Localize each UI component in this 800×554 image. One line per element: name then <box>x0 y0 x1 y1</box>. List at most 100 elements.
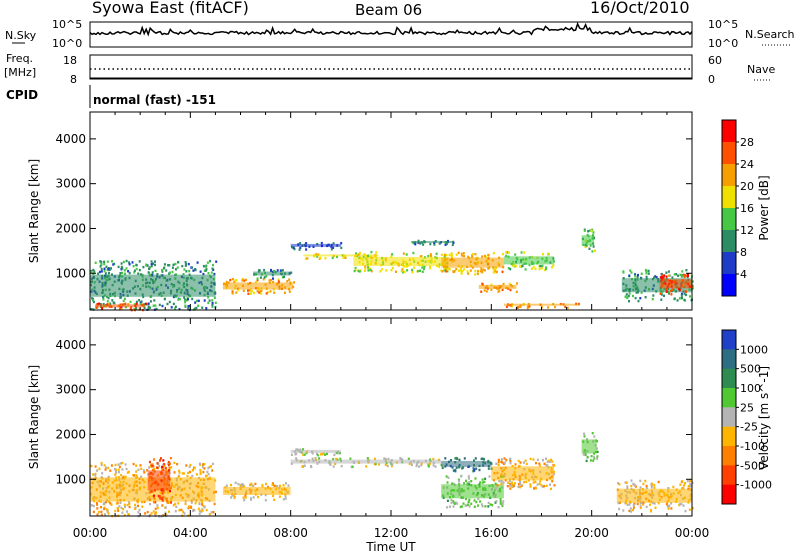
data-cell <box>152 465 155 468</box>
data-cell <box>178 471 181 474</box>
data-cell <box>450 255 453 258</box>
data-region <box>616 479 694 513</box>
data-cell <box>462 268 465 271</box>
data-cell <box>106 509 109 512</box>
data-cell <box>339 457 342 461</box>
data-cell <box>295 448 298 451</box>
data-cell <box>162 514 165 517</box>
data-cell <box>514 253 517 256</box>
data-cell <box>248 289 251 292</box>
data-cell <box>114 463 117 467</box>
data-cell <box>295 457 298 460</box>
power-ylabel: Slant Range [km] <box>27 159 41 263</box>
data-cell <box>501 502 504 505</box>
data-cell <box>412 251 415 255</box>
data-cell <box>100 461 103 465</box>
data-cell <box>453 270 456 273</box>
data-cell <box>92 510 95 514</box>
data-cell <box>480 270 482 273</box>
data-cell <box>92 504 95 508</box>
data-cell <box>520 484 523 487</box>
data-cell <box>528 263 531 267</box>
data-cell <box>96 507 99 510</box>
data-cell <box>212 263 214 267</box>
data-cell <box>120 265 123 269</box>
data-cell <box>511 483 514 486</box>
data-cell <box>306 257 309 260</box>
data-cell <box>147 307 150 310</box>
data-cell <box>363 253 366 256</box>
data-cell <box>550 458 553 461</box>
data-cell <box>142 295 145 299</box>
data-cell <box>452 500 455 503</box>
data-cell <box>174 305 177 308</box>
data-cell <box>481 481 484 484</box>
data-cell <box>321 453 324 456</box>
data-cell <box>160 457 162 460</box>
data-cell <box>467 500 470 503</box>
data-cell <box>92 299 95 302</box>
data-cell <box>177 261 180 264</box>
data-cell <box>171 266 174 269</box>
data-cell <box>440 253 443 256</box>
power-colorbar-label: Power [dB] <box>757 175 771 240</box>
data-cell <box>652 294 655 297</box>
data-cell <box>156 466 159 469</box>
data-cell <box>158 465 161 468</box>
data-cell <box>260 289 262 293</box>
colorbar-segment <box>722 465 736 486</box>
data-cell <box>132 265 135 268</box>
data-region <box>441 474 506 509</box>
data-cell <box>161 270 164 273</box>
data-cell <box>276 269 279 272</box>
data-cell <box>242 289 245 292</box>
data-cell <box>632 503 635 507</box>
data-cell <box>92 300 95 304</box>
data-cell <box>503 461 506 464</box>
data-cell <box>188 304 191 308</box>
data-cell <box>539 480 542 483</box>
data-cell <box>403 265 405 268</box>
data-cell <box>630 271 633 274</box>
data-cell <box>589 459 592 462</box>
data-cell <box>471 252 474 256</box>
data-region <box>659 273 694 296</box>
data-cell <box>483 480 486 484</box>
data-cell <box>332 246 335 249</box>
data-cell <box>629 269 632 272</box>
data-cell <box>502 500 505 503</box>
ytick-label: 3000 <box>55 383 86 397</box>
data-cell <box>149 498 151 501</box>
data-cell <box>125 467 128 471</box>
data-cell <box>105 500 108 504</box>
data-cell <box>305 242 308 245</box>
data-cell <box>355 254 358 257</box>
data-cell <box>411 268 414 272</box>
data-cell <box>635 291 638 294</box>
data-cell <box>96 469 99 472</box>
data-cell <box>270 269 273 272</box>
data-cell <box>456 502 459 505</box>
data-cell <box>120 506 123 510</box>
data-cell <box>213 502 216 506</box>
data-cell <box>205 508 208 512</box>
data-cell <box>650 486 653 489</box>
data-cell <box>181 264 184 268</box>
data-cell <box>277 278 280 281</box>
data-cell <box>628 503 631 506</box>
data-cell <box>379 270 382 273</box>
data-cell <box>138 508 141 512</box>
data-cell <box>549 483 551 486</box>
data-cell <box>237 482 240 486</box>
data-cell <box>532 458 535 461</box>
data-cell <box>185 299 188 302</box>
data-cell <box>344 256 347 259</box>
data-cell <box>482 268 485 271</box>
data-cell <box>590 455 593 458</box>
data-cell <box>460 272 463 275</box>
data-cell <box>294 453 297 456</box>
data-cell <box>588 229 591 232</box>
data-cell <box>501 288 504 292</box>
data-cell <box>452 505 455 508</box>
data-cell <box>474 253 477 256</box>
